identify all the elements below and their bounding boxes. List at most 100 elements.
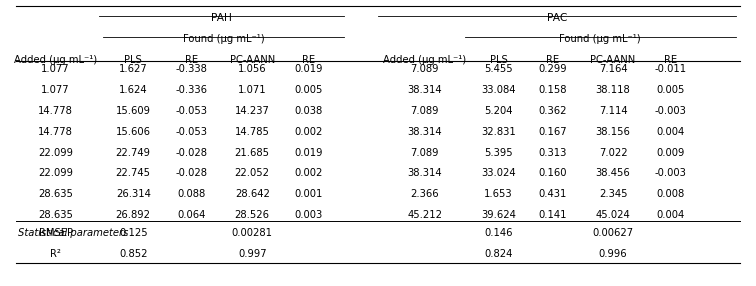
Text: -0.003: -0.003 <box>654 168 686 178</box>
Text: 0.008: 0.008 <box>656 189 684 199</box>
Text: PC-AANN: PC-AANN <box>230 55 275 65</box>
Text: -0.028: -0.028 <box>175 148 207 158</box>
Text: 22.745: 22.745 <box>116 168 150 178</box>
Text: 7.114: 7.114 <box>599 106 627 116</box>
Text: 7.089: 7.089 <box>411 64 439 74</box>
Text: -0.011: -0.011 <box>654 64 686 74</box>
Text: 0.003: 0.003 <box>295 210 323 221</box>
Text: 0.004: 0.004 <box>656 210 684 221</box>
Text: 0.996: 0.996 <box>599 249 627 259</box>
Text: RE: RE <box>664 55 677 65</box>
Text: 0.167: 0.167 <box>538 127 567 137</box>
Text: 22.052: 22.052 <box>234 168 270 178</box>
Text: 0.852: 0.852 <box>119 249 147 259</box>
Text: 0.125: 0.125 <box>119 229 147 239</box>
Text: 0.004: 0.004 <box>656 127 684 137</box>
Text: 0.005: 0.005 <box>656 85 684 95</box>
Text: 0.001: 0.001 <box>295 189 323 199</box>
Text: 0.00627: 0.00627 <box>593 229 634 239</box>
Text: 14.785: 14.785 <box>235 127 270 137</box>
Text: 7.089: 7.089 <box>411 106 439 116</box>
Text: 22.099: 22.099 <box>38 168 73 178</box>
Text: 22.099: 22.099 <box>38 148 73 158</box>
Text: 0.431: 0.431 <box>538 189 567 199</box>
Text: 0.997: 0.997 <box>238 249 267 259</box>
Text: 38.118: 38.118 <box>596 85 631 95</box>
Text: 0.313: 0.313 <box>538 148 567 158</box>
Text: RE: RE <box>546 55 559 65</box>
Text: 38.314: 38.314 <box>407 85 442 95</box>
Text: 0.002: 0.002 <box>295 127 323 137</box>
Text: 32.831: 32.831 <box>481 127 516 137</box>
Text: -0.028: -0.028 <box>175 168 207 178</box>
Text: 1.653: 1.653 <box>484 189 513 199</box>
Text: 0.005: 0.005 <box>295 85 323 95</box>
Text: 1.077: 1.077 <box>42 64 70 74</box>
Text: 0.019: 0.019 <box>294 64 323 74</box>
Text: 1.056: 1.056 <box>238 64 267 74</box>
Text: 7.164: 7.164 <box>599 64 627 74</box>
Text: 38.156: 38.156 <box>596 127 631 137</box>
Text: 0.362: 0.362 <box>538 106 567 116</box>
Text: -0.003: -0.003 <box>654 106 686 116</box>
Text: 0.038: 0.038 <box>295 106 323 116</box>
Text: 0.002: 0.002 <box>295 168 323 178</box>
Text: 0.824: 0.824 <box>485 249 513 259</box>
Text: Added (μg mL⁻¹): Added (μg mL⁻¹) <box>383 55 466 65</box>
Text: 28.635: 28.635 <box>39 189 73 199</box>
Text: RMSEP: RMSEP <box>39 229 73 239</box>
Text: 5.204: 5.204 <box>485 106 513 116</box>
Text: 15.609: 15.609 <box>116 106 150 116</box>
Text: PLS: PLS <box>124 55 142 65</box>
Text: Added (μg mL⁻¹): Added (μg mL⁻¹) <box>14 55 98 65</box>
Text: 0.299: 0.299 <box>538 64 567 74</box>
Text: 7.022: 7.022 <box>599 148 627 158</box>
Text: 28.526: 28.526 <box>234 210 270 221</box>
Text: -0.053: -0.053 <box>175 127 207 137</box>
Text: 0.160: 0.160 <box>538 168 567 178</box>
Text: 2.345: 2.345 <box>599 189 627 199</box>
Text: PAH: PAH <box>211 13 232 23</box>
Text: R²: R² <box>50 249 61 259</box>
Text: RE: RE <box>184 55 198 65</box>
Text: 28.642: 28.642 <box>235 189 270 199</box>
Text: 0.141: 0.141 <box>538 210 567 221</box>
Text: 28.635: 28.635 <box>39 210 73 221</box>
Text: 45.024: 45.024 <box>596 210 631 221</box>
Text: 21.685: 21.685 <box>234 148 270 158</box>
Text: 38.314: 38.314 <box>407 127 442 137</box>
Text: PAC: PAC <box>547 13 567 23</box>
Text: PC-AANN: PC-AANN <box>590 55 636 65</box>
Text: 1.627: 1.627 <box>119 64 147 74</box>
Text: 33.084: 33.084 <box>482 85 516 95</box>
Text: -0.336: -0.336 <box>175 85 207 95</box>
Text: 26.314: 26.314 <box>116 189 150 199</box>
Text: 0.088: 0.088 <box>177 189 206 199</box>
Text: PLS: PLS <box>490 55 507 65</box>
Text: 0.00281: 0.00281 <box>231 229 273 239</box>
Text: 15.606: 15.606 <box>116 127 150 137</box>
Text: -0.338: -0.338 <box>175 64 207 74</box>
Text: 0.019: 0.019 <box>294 148 323 158</box>
Text: 0.064: 0.064 <box>177 210 206 221</box>
Text: 22.749: 22.749 <box>116 148 150 158</box>
Text: 0.009: 0.009 <box>656 148 684 158</box>
Text: 1.624: 1.624 <box>119 85 147 95</box>
Text: 38.314: 38.314 <box>407 168 442 178</box>
Text: 14.237: 14.237 <box>235 106 270 116</box>
Text: Found (μg mL⁻¹): Found (μg mL⁻¹) <box>183 34 265 44</box>
Text: 38.456: 38.456 <box>596 168 631 178</box>
Text: 1.071: 1.071 <box>238 85 267 95</box>
Text: -0.053: -0.053 <box>175 106 207 116</box>
Text: 14.778: 14.778 <box>39 127 73 137</box>
Text: 39.624: 39.624 <box>481 210 516 221</box>
Text: 0.146: 0.146 <box>485 229 513 239</box>
Text: 1.077: 1.077 <box>42 85 70 95</box>
Text: Statistical parameters: Statistical parameters <box>18 229 129 239</box>
Text: 26.892: 26.892 <box>116 210 150 221</box>
Text: 0.158: 0.158 <box>538 85 567 95</box>
Text: RE: RE <box>302 55 315 65</box>
Text: 2.366: 2.366 <box>411 189 439 199</box>
Text: 7.089: 7.089 <box>411 148 439 158</box>
Text: 5.395: 5.395 <box>484 148 513 158</box>
